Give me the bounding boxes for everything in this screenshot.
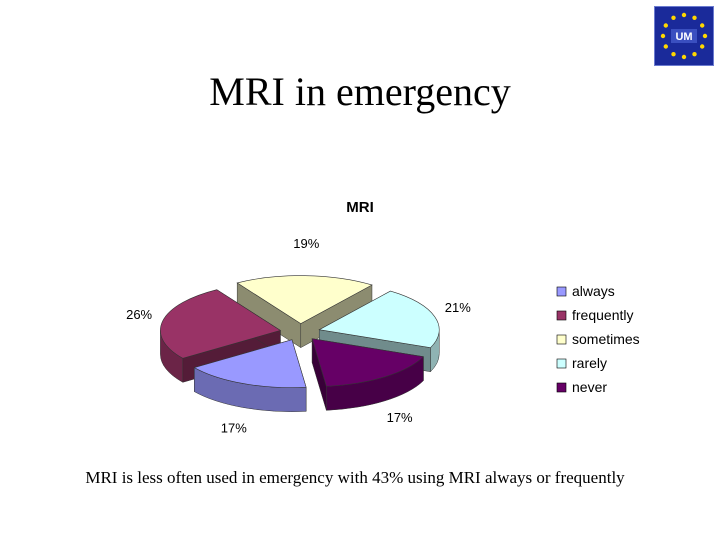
legend-label-never: never xyxy=(572,379,607,395)
logo: UM xyxy=(654,6,714,66)
pie-slice-sometimes xyxy=(236,275,373,349)
data-label-rarely: 21% xyxy=(445,300,471,315)
eu-stars-logo-icon: UM xyxy=(660,12,708,60)
legend-swatch-never xyxy=(556,382,567,393)
pie-slice-top-sometimes xyxy=(236,275,373,324)
pie-slice-top-rarely xyxy=(318,290,440,349)
legend-swatch-frequently xyxy=(556,310,567,321)
slide-caption: MRI is less often used in emergency with… xyxy=(85,468,625,487)
data-label-always: 17% xyxy=(221,421,247,436)
data-labels: 19% 21% 17% 17% 26% xyxy=(126,236,471,435)
data-label-sometimes: 19% xyxy=(293,236,319,251)
pie-slice-frequently xyxy=(160,289,282,383)
data-label-frequently: 26% xyxy=(126,307,152,322)
legend-swatch-always xyxy=(556,286,567,297)
pie-slice-always xyxy=(193,339,307,412)
legend-label-rarely: rarely xyxy=(572,355,607,371)
pie-slice-top-frequently xyxy=(160,289,282,359)
star-ring xyxy=(660,12,708,60)
data-label-never: 17% xyxy=(387,410,413,425)
legend-label-always: always xyxy=(572,283,615,299)
legend-label-frequently: frequently xyxy=(572,307,633,323)
pie-slice-top-never xyxy=(311,338,425,387)
legend-swatch-rarely xyxy=(556,358,567,369)
logo-badge xyxy=(671,29,697,43)
slide-title: MRI in emergency xyxy=(209,69,511,114)
pie-slice-never xyxy=(311,338,425,411)
legend: always frequently sometimes rarely never xyxy=(556,283,640,395)
legend-swatch-sometimes xyxy=(556,334,567,345)
pie-slices xyxy=(160,275,440,412)
logo-text: UM xyxy=(675,31,692,43)
legend-label-sometimes: sometimes xyxy=(572,331,640,347)
chart-title: MRI xyxy=(346,199,374,216)
pie-slice-top-always xyxy=(193,339,307,388)
